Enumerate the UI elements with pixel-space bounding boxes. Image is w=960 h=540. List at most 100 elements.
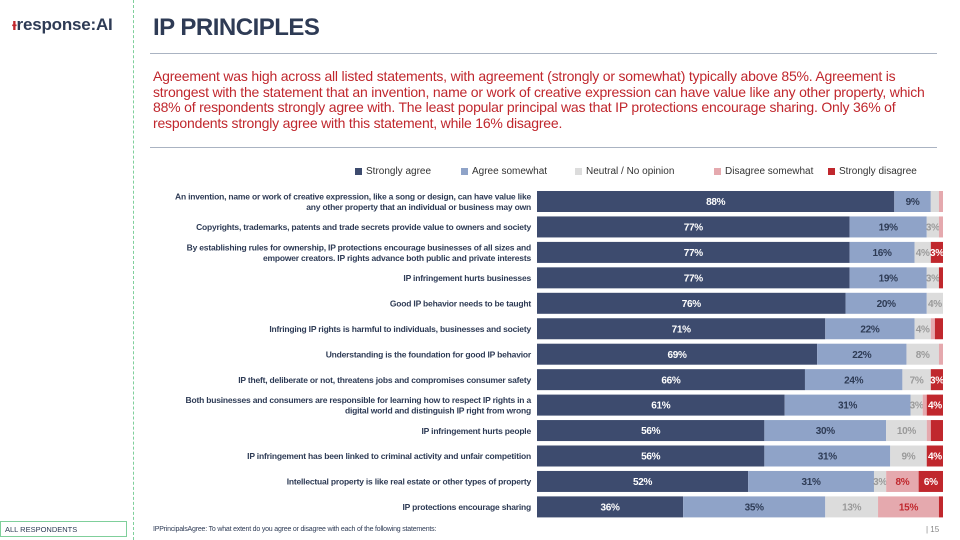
bar-segment: [537, 267, 850, 289]
chart-legend: Strongly agree Agree somewhat Neutral / No…: [150, 166, 940, 180]
category-label: IP theft, deliberate or not, threatens j…: [238, 375, 531, 385]
category-label: Intellectual property is like real estat…: [287, 477, 532, 487]
title-rule: [150, 53, 937, 54]
data-label: 36%: [601, 503, 621, 514]
bar-segment: [537, 318, 826, 340]
category-label: IP infringement hurts people: [422, 426, 532, 436]
data-label: 4%: [928, 401, 942, 412]
legend-swatch: [575, 168, 582, 175]
bar-segment: [910, 394, 923, 416]
bar-segment: [930, 369, 943, 391]
bar-segment: [537, 292, 846, 314]
category-label: Both businesses and consumers are respon…: [186, 395, 532, 405]
bar-segment: [537, 241, 850, 263]
bar-segment: [764, 420, 887, 442]
data-label: 22%: [860, 324, 880, 335]
data-label: 6%: [924, 477, 938, 488]
bar-segment: [825, 496, 879, 518]
data-label: 31%: [801, 477, 821, 488]
data-label: 19%: [879, 223, 899, 234]
bar-segment: [873, 470, 887, 492]
summary-rule: [150, 147, 937, 148]
bar-segment: [817, 343, 907, 365]
source-note: IPPrincipalsAgree: To what extent do you…: [153, 526, 437, 533]
bar-segment: [934, 318, 943, 340]
legend-swatch: [828, 168, 835, 175]
category-label: empower creators. IP rights advance both…: [263, 253, 532, 263]
bar-segment: [926, 445, 943, 467]
bar-segment: [849, 241, 915, 263]
bar-segment: [845, 292, 927, 314]
bar-segment: [926, 292, 943, 314]
legend-item: Agree somewhat: [461, 166, 547, 177]
left-divider: [133, 0, 134, 540]
data-label: 4%: [928, 452, 942, 463]
data-label: 15%: [899, 503, 919, 514]
data-label: 19%: [879, 273, 899, 284]
data-label: 22%: [852, 350, 872, 361]
bar-segment: [537, 191, 895, 212]
data-label: 61%: [651, 401, 671, 412]
data-label: 3%: [910, 401, 924, 412]
data-label: 66%: [661, 375, 681, 386]
legend-label: Neutral / No opinion: [586, 166, 675, 177]
category-label: any other property that an individual or…: [306, 202, 531, 212]
bar-segment: [886, 470, 919, 492]
data-label: 71%: [672, 324, 692, 335]
data-label: 76%: [682, 299, 702, 310]
data-label: 20%: [877, 299, 897, 310]
data-label: 7%: [910, 375, 924, 386]
bar-segment: [938, 496, 943, 518]
data-label: 9%: [906, 197, 920, 208]
logo-text: response:AI: [16, 15, 113, 34]
category-label: Infringing IP rights is harmful to indiv…: [269, 324, 531, 334]
summary-text: Agreement was high across all listed sta…: [153, 68, 925, 131]
legend-label: Disagree somewhat: [725, 166, 814, 177]
base-label: ALL RESPONDENTS: [0, 521, 127, 537]
data-label: 10%: [897, 426, 917, 437]
brand-logo: ᵻresponse:AI: [12, 15, 113, 35]
bar-segment: [537, 470, 749, 492]
bar-segment: [926, 420, 931, 442]
bar-segment: [849, 267, 927, 289]
category-label: IP infringement has been linked to crimi…: [247, 451, 531, 461]
bar-segment: [537, 369, 805, 391]
bar-segment: [894, 191, 931, 212]
bar-segment: [537, 496, 684, 518]
legend-swatch: [355, 168, 362, 175]
category-label: Copyrights, trademarks, patents and trad…: [196, 222, 531, 232]
bar-segment: [926, 267, 939, 289]
bar-segment: [902, 369, 931, 391]
data-label: 13%: [842, 503, 862, 514]
data-label: 4%: [928, 299, 942, 310]
category-label: IP protections encourage sharing: [402, 502, 531, 512]
data-label: 88%: [706, 197, 726, 208]
data-label: 3%: [930, 375, 944, 386]
bar-segment: [878, 496, 939, 518]
bar-segment: [537, 445, 765, 467]
bar-segment: [938, 343, 943, 365]
bar-segment: [890, 445, 927, 467]
bar-segment: [804, 369, 903, 391]
bar-segment: [537, 343, 818, 365]
bar-segment: [784, 394, 911, 416]
bar-segment: [537, 216, 850, 238]
data-label: 3%: [873, 477, 887, 488]
page-number: | 15: [926, 525, 940, 534]
legend-item: Strongly agree: [355, 166, 431, 177]
bar-segment: [922, 394, 927, 416]
data-label: 77%: [684, 248, 704, 259]
data-label: 8%: [916, 350, 930, 361]
logo-mark-icon: ᵻ: [12, 15, 17, 34]
bar-segment: [930, 191, 939, 212]
category-label: An invention, name or work of creative e…: [175, 191, 531, 201]
bar-segment: [938, 216, 943, 238]
data-label: 16%: [873, 248, 893, 259]
legend-label: Strongly agree: [366, 166, 432, 177]
legend-label: Strongly disagree: [839, 166, 917, 177]
data-label: 31%: [818, 452, 838, 463]
bar-segment: [930, 420, 943, 442]
category-label: digital world and distinguish IP right f…: [345, 406, 531, 416]
category-label: Good IP behavior needs to be taught: [390, 299, 532, 309]
